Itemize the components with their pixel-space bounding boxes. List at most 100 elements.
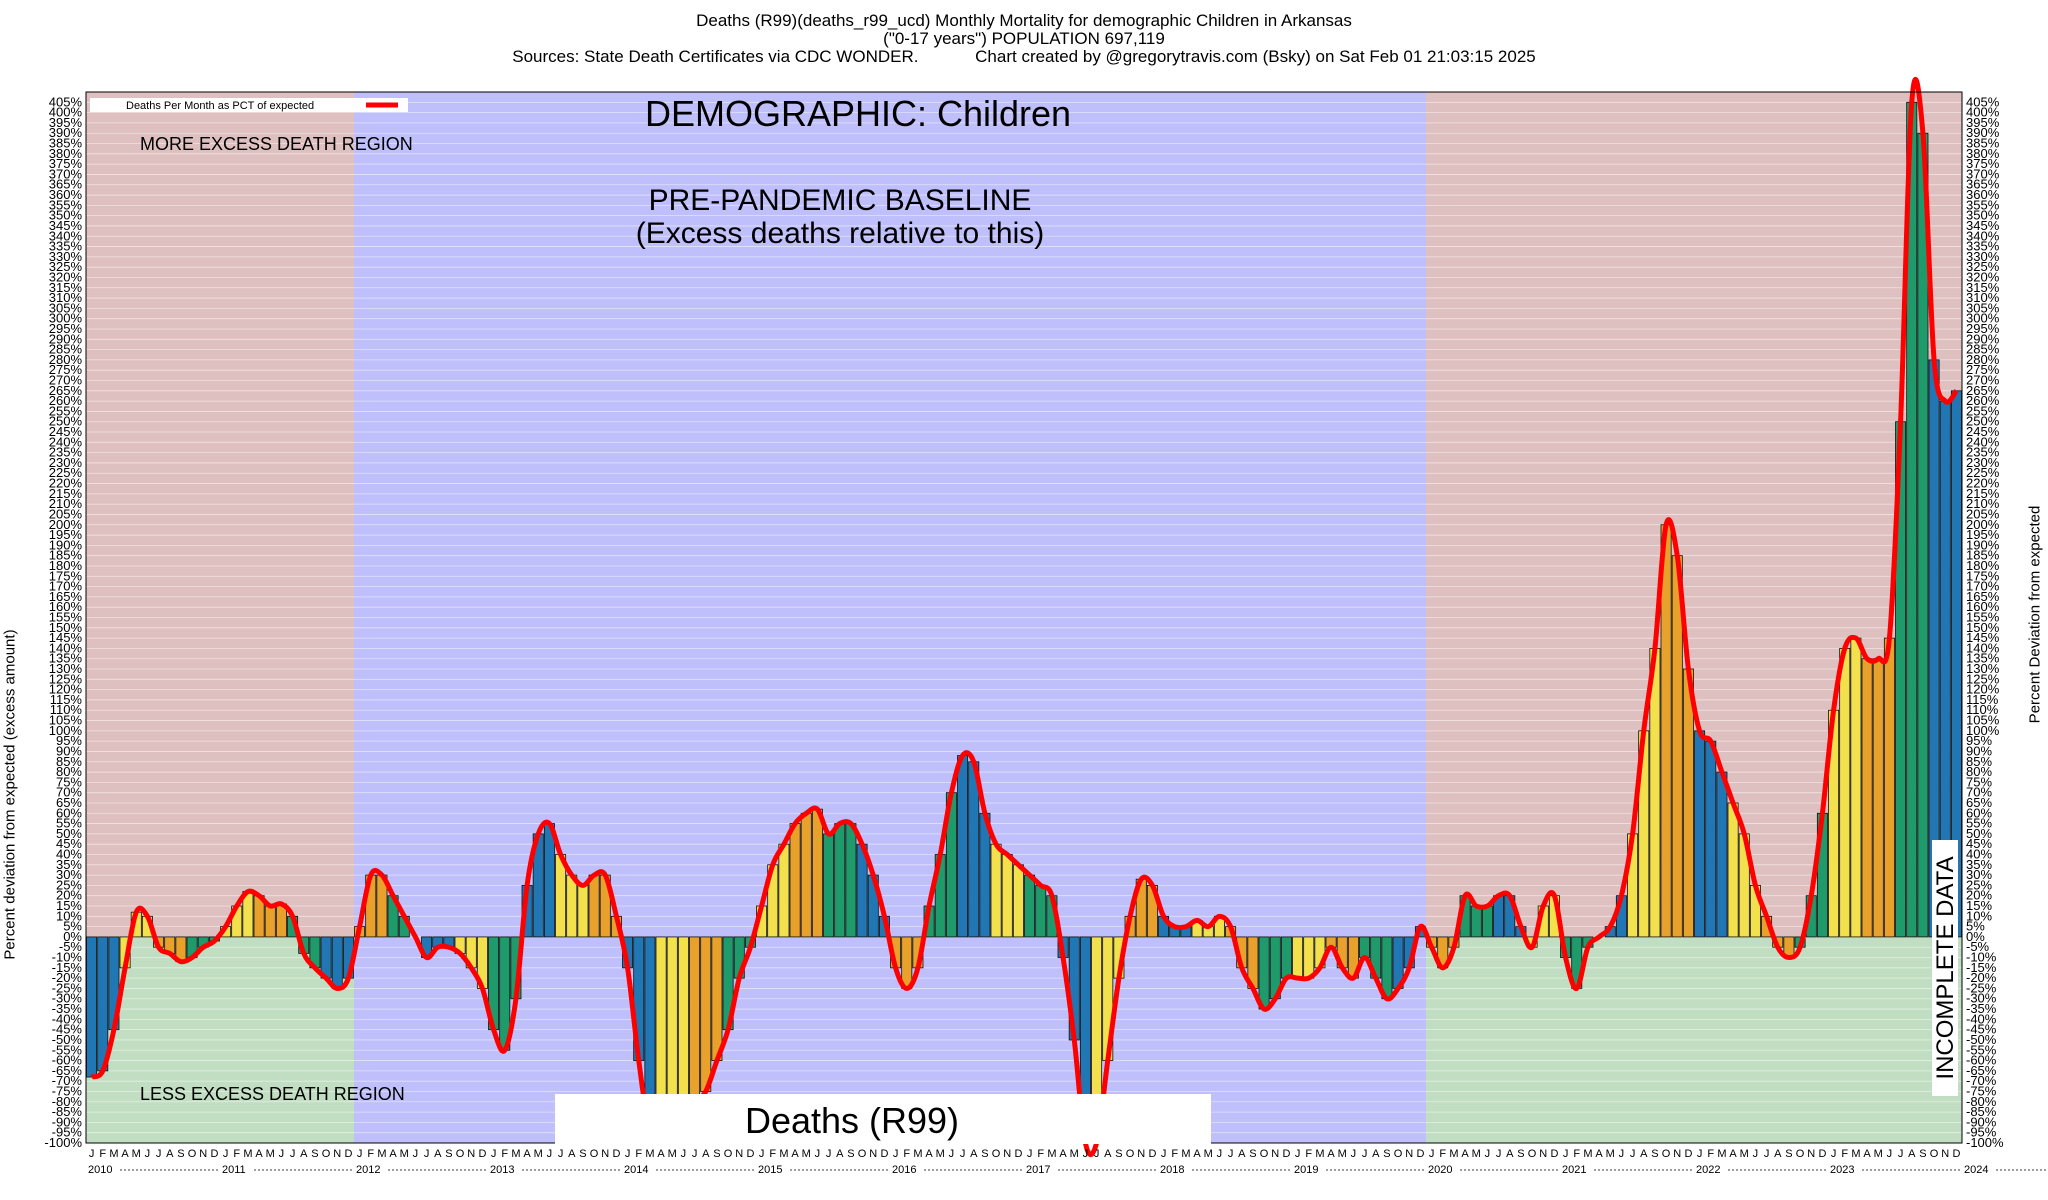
x-tick-month: A xyxy=(836,1148,844,1160)
bar xyxy=(823,833,835,938)
y-tick-label-left: 375% xyxy=(49,156,83,171)
y-tick-label-left: 285% xyxy=(49,342,83,357)
x-tick-month: A xyxy=(1238,1148,1246,1160)
x-tick-month: F xyxy=(1305,1148,1312,1160)
y-tick-label-left: 335% xyxy=(49,239,83,254)
y-tick-label-left: 240% xyxy=(49,434,83,449)
subtitle-box xyxy=(555,1094,1211,1144)
y-tick-label-right: -80% xyxy=(1966,1094,1997,1109)
bar xyxy=(577,885,589,938)
x-tick-month: D xyxy=(210,1148,218,1160)
y-tick-label-left: 310% xyxy=(49,290,83,305)
bar xyxy=(543,823,555,938)
y-tick-label-left: 405% xyxy=(49,94,83,109)
x-tick-month: J xyxy=(826,1148,832,1160)
x-tick-month: N xyxy=(869,1148,877,1160)
y-axis-label-right: Percent Deviation from expected xyxy=(2026,505,2044,724)
y-tick-label-left: 90% xyxy=(56,743,82,758)
x-tick-month: N xyxy=(1137,1148,1145,1160)
y-tick-label-right: 160% xyxy=(1966,599,2000,614)
y-tick-label-right: 90% xyxy=(1966,743,1992,758)
y-tick-label-right: 145% xyxy=(1966,630,2000,645)
y-tick-label-left: 155% xyxy=(49,610,83,625)
bar xyxy=(1716,771,1728,938)
x-tick-month: S xyxy=(1919,1148,1926,1160)
y-tick-label-right: 110% xyxy=(1966,702,1999,717)
x-tick-month: J xyxy=(413,1148,419,1160)
y-tick-label-left: -15% xyxy=(52,960,83,975)
x-tick-month: A xyxy=(1729,1148,1737,1160)
y-tick-label-right: 5% xyxy=(1966,919,1985,934)
x-tick-month: D xyxy=(1282,1148,1290,1160)
legend-box xyxy=(90,98,408,112)
y-tick-label-left: 25% xyxy=(56,877,82,892)
y-tick-label-right: 170% xyxy=(1966,579,2000,594)
subtitle-label: Deaths (R99) xyxy=(745,1100,959,1141)
x-tick-month: M xyxy=(1606,1148,1615,1160)
bar xyxy=(1682,668,1694,938)
chart-title-line2: ("0-17 years") POPULATION 697,119 xyxy=(883,29,1165,48)
y-tick-label-right: 300% xyxy=(1966,311,2000,326)
x-tick-month: J xyxy=(1351,1148,1357,1160)
bar xyxy=(789,823,801,938)
y-tick-label-right: -75% xyxy=(1966,1083,1997,1098)
x-tick-month: S xyxy=(847,1148,854,1160)
y-tick-label-right: 25% xyxy=(1966,877,1992,892)
y-tick-label-right: 65% xyxy=(1966,795,1992,810)
x-tick-month: J xyxy=(1027,1148,1033,1160)
x-tick-month: A xyxy=(1908,1148,1916,1160)
y-tick-label-right: 345% xyxy=(1966,218,2000,233)
y-tick-label-left: 395% xyxy=(49,115,83,130)
y-tick-label-left: 380% xyxy=(49,146,83,161)
x-tick-month: F xyxy=(1707,1148,1714,1160)
x-tick-month: F xyxy=(1037,1148,1044,1160)
y-tick-label-left: 250% xyxy=(49,414,83,429)
x-tick-month: M xyxy=(1204,1148,1213,1160)
x-tick-month: J xyxy=(491,1148,497,1160)
x-tick-month: M xyxy=(645,1148,654,1160)
x-tick-month: S xyxy=(1651,1148,1658,1160)
x-tick-month: A xyxy=(1640,1148,1648,1160)
less-region-label: LESS EXCESS DEATH REGION xyxy=(140,1084,405,1104)
x-tick-month: A xyxy=(1774,1148,1782,1160)
x-tick-month: M xyxy=(936,1148,945,1160)
x-tick-month: J xyxy=(893,1148,899,1160)
x-tick-month: N xyxy=(1673,1148,1681,1160)
x-tick-month: O xyxy=(724,1148,733,1160)
y-tick-label-right: -95% xyxy=(1966,1125,1997,1140)
y-tick-label-left: 145% xyxy=(49,630,83,645)
y-tick-label-right: 165% xyxy=(1966,589,2000,604)
y-tick-label-left: 35% xyxy=(56,857,82,872)
y-tick-label-right: 220% xyxy=(1966,476,2000,491)
y-axis-label-left: Percent deviation from expected (excess … xyxy=(1,629,19,960)
y-tick-label-left: 95% xyxy=(56,733,82,748)
x-tick-year: 2011 xyxy=(222,1164,246,1176)
x-tick-month: A xyxy=(1327,1148,1335,1160)
x-tick-month: A xyxy=(166,1148,174,1160)
x-tick-month: J xyxy=(1161,1148,1167,1160)
x-tick-month: N xyxy=(467,1148,475,1160)
x-tick-month: M xyxy=(1740,1148,1749,1160)
y-tick-label-right: 195% xyxy=(1966,527,2000,542)
y-tick-label-left: 30% xyxy=(56,867,82,882)
x-tick-month: O xyxy=(1260,1148,1269,1160)
y-tick-label-right: -45% xyxy=(1966,1022,1997,1037)
x-tick-month: A xyxy=(970,1148,978,1160)
y-tick-label-right: 295% xyxy=(1966,321,2000,336)
x-tick-month: J xyxy=(156,1148,162,1160)
y-tick-label-right: 120% xyxy=(1966,682,2000,697)
x-tick-month: F xyxy=(1439,1148,1446,1160)
y-tick-label-right: 135% xyxy=(1966,651,2000,666)
x-tick-month: D xyxy=(1684,1148,1692,1160)
bar xyxy=(1861,658,1873,938)
y-tick-label-left: -20% xyxy=(52,970,83,985)
bar xyxy=(990,843,1002,938)
y-tick-label-left: 320% xyxy=(49,269,83,284)
x-tick-month: J xyxy=(1429,1148,1435,1160)
x-tick-month: N xyxy=(1405,1148,1413,1160)
x-tick-month: M xyxy=(534,1148,543,1160)
y-tick-label-left: -30% xyxy=(52,991,83,1006)
x-tick-month: O xyxy=(1662,1148,1671,1160)
y-tick-label-right: 275% xyxy=(1966,362,2000,377)
y-tick-label-right: 185% xyxy=(1966,548,2000,563)
